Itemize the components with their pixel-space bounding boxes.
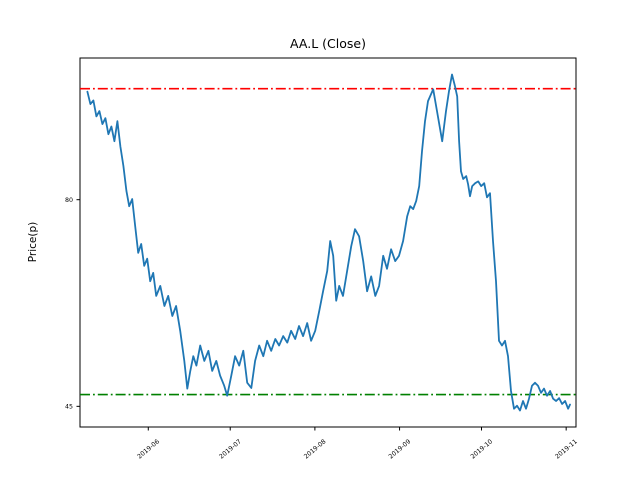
x-tick-label: 2019-09 <box>388 438 413 460</box>
x-tick-label: 2019-08 <box>303 438 328 460</box>
x-tick-label: 2019-07 <box>218 438 243 460</box>
plot-border <box>79 57 577 428</box>
x-tick-label: 2019-10 <box>469 438 494 460</box>
x-tick-label: 2019-06 <box>136 438 161 460</box>
x-tick-label: 2019-11 <box>554 438 579 460</box>
y-tick-label: 45 <box>65 404 73 411</box>
close-price-series-line <box>86 73 571 412</box>
chart-title: AA.L (Close) <box>290 36 366 51</box>
y-tick-label: 80 <box>65 197 73 204</box>
